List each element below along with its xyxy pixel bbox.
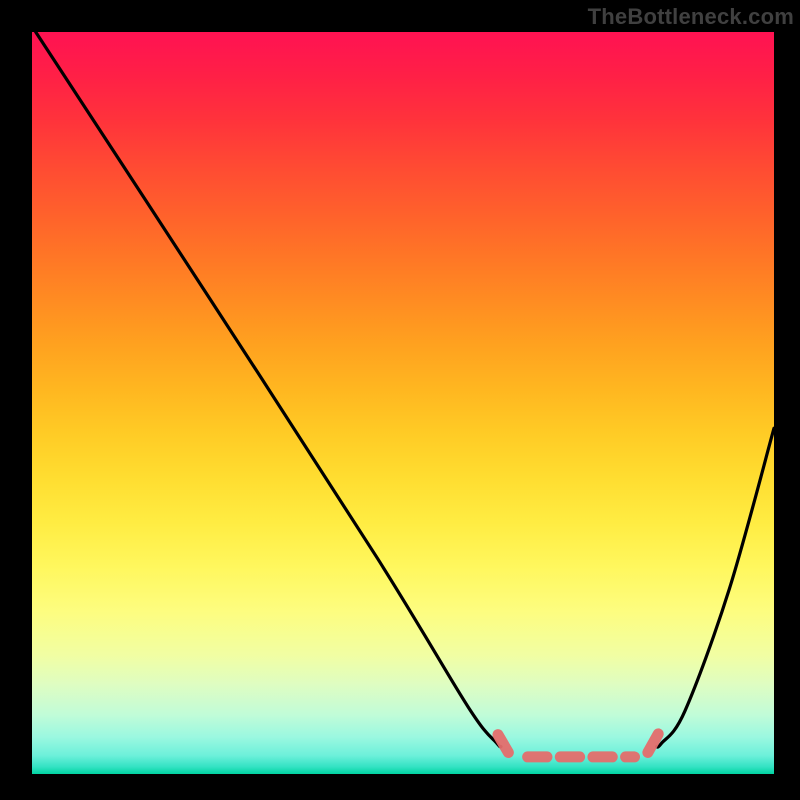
curve-overlay [32, 32, 774, 774]
watermark-label: TheBottleneck.com [588, 4, 794, 30]
optimum-right-tick [648, 734, 658, 753]
chart-root: TheBottleneck.com [0, 0, 800, 800]
plot-area [32, 32, 774, 774]
bottleneck-curve-right [657, 428, 774, 747]
bottleneck-curve-left [36, 32, 501, 747]
optimum-left-tick [498, 735, 508, 753]
optimum-range-markers [498, 734, 658, 757]
